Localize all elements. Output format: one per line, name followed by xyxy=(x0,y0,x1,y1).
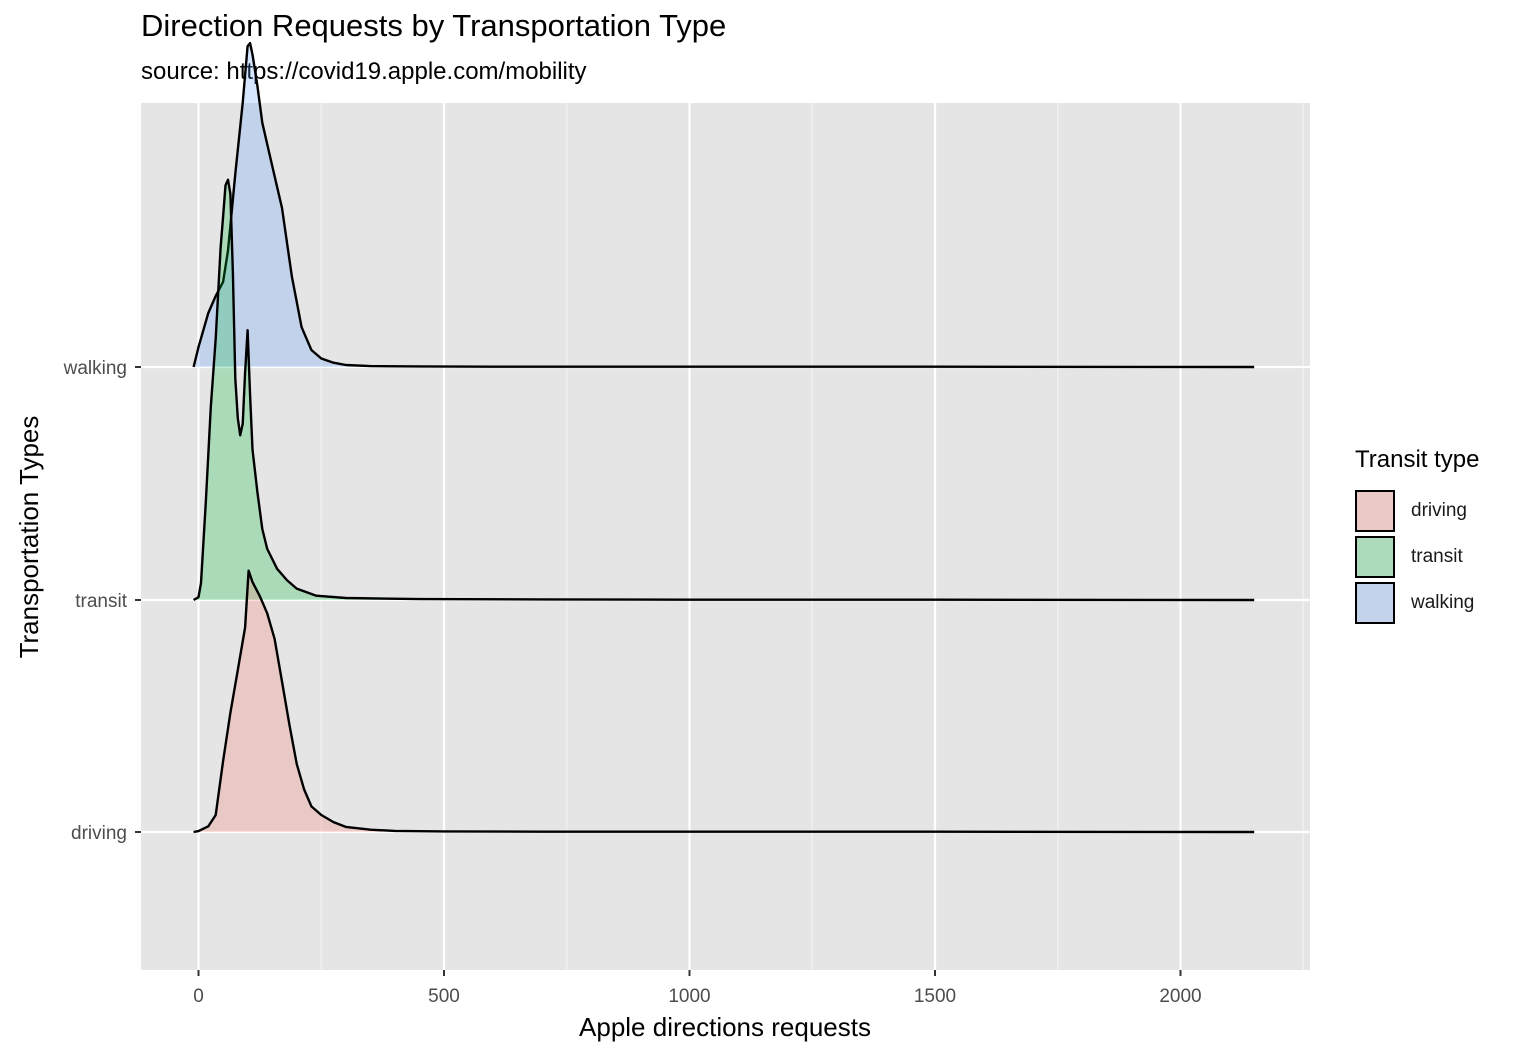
legend: Transit type driving transit walking xyxy=(1355,446,1480,626)
legend-item-transit: transit xyxy=(1355,534,1480,580)
legend-label: driving xyxy=(1411,500,1467,521)
legend-title: Transit type xyxy=(1355,446,1480,473)
legend-swatch xyxy=(1355,536,1395,578)
x-tick-label: 1500 xyxy=(914,986,956,1007)
y-tick-label: walking xyxy=(63,358,127,379)
y-axis-title: Transportation Types xyxy=(14,416,44,659)
y-tick-label: transit xyxy=(75,591,127,612)
legend-items: driving transit walking xyxy=(1355,488,1480,626)
chart-subtitle: source: https://covid19.apple.com/mobili… xyxy=(141,58,587,85)
x-tick-label: 1000 xyxy=(668,986,710,1007)
legend-item-walking: walking xyxy=(1355,580,1480,626)
ridge-line-transit xyxy=(193,178,1255,602)
x-axis: 0 500 1000 1500 2000 xyxy=(193,970,1202,1007)
legend-swatch xyxy=(1355,490,1395,532)
ridge-line-driving xyxy=(193,569,1255,834)
legend-label: walking xyxy=(1411,592,1475,613)
chart-title: Direction Requests by Transportation Typ… xyxy=(141,8,727,43)
x-tick-label: 500 xyxy=(428,986,460,1007)
plot-panel xyxy=(141,103,1310,970)
legend-label: transit xyxy=(1411,546,1463,567)
y-axis: driving transit walking xyxy=(63,358,141,844)
legend-item-driving: driving xyxy=(1355,488,1480,534)
x-tick-label: 0 xyxy=(193,986,204,1007)
x-axis-title: Apple directions requests xyxy=(579,1012,871,1042)
ridge-area-driving xyxy=(193,570,1255,832)
y-tick-label: driving xyxy=(71,823,127,844)
ridges xyxy=(192,42,1255,834)
x-tick-label: 2000 xyxy=(1159,986,1201,1007)
legend-swatch xyxy=(1355,582,1395,624)
grid-minor xyxy=(320,103,1304,970)
ridge-area-walking xyxy=(193,43,1255,367)
